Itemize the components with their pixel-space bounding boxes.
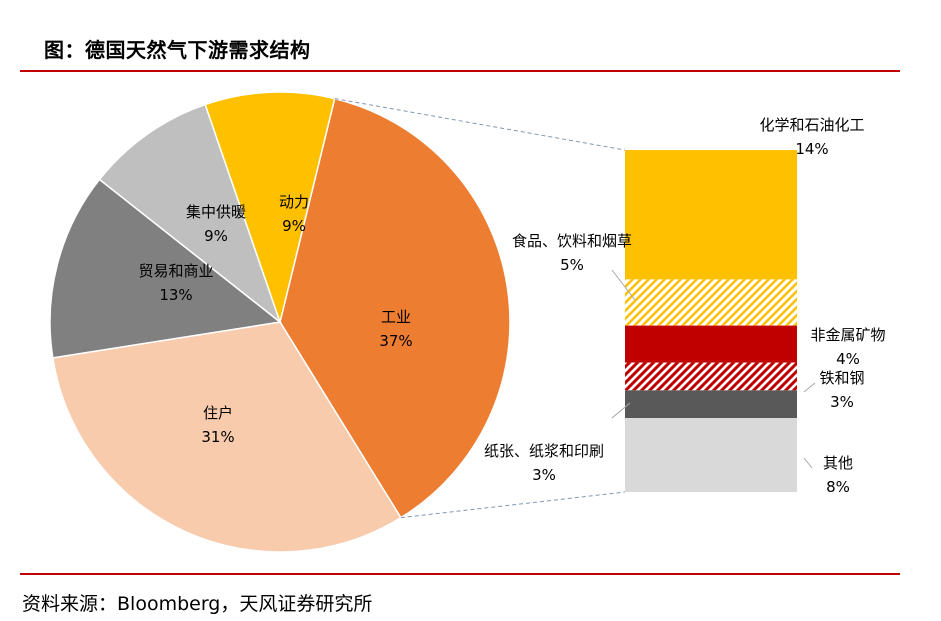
bar-label-other: 其他 8% xyxy=(823,454,853,496)
pie-label-residential: 住户 31% xyxy=(201,404,234,446)
pie-label-trade-commerce-value: 13% xyxy=(159,286,192,304)
leader-line xyxy=(611,402,631,419)
bar-label-paper-pulp-printing-value: 3% xyxy=(532,466,556,484)
bar-label-food-beverage-tobacco-value: 5% xyxy=(560,256,584,274)
bar-label-non-metallic-minerals-category: 非金属矿物 xyxy=(810,326,885,344)
pie-slice-district-heating xyxy=(98,103,282,325)
bar-label-iron-steel: 铁和钢 3% xyxy=(819,369,864,411)
leader-line xyxy=(611,269,636,301)
bar-label-chemicals: 化学和石油化工 14% xyxy=(759,116,864,158)
bar-label-paper-pulp-printing: 纸张、纸浆和印刷 3% xyxy=(484,442,604,484)
pie-label-industry: 工业 37% xyxy=(379,308,412,350)
pie-slice-residential xyxy=(51,321,402,553)
pie-label-district-heating: 集中供暖 9% xyxy=(186,203,246,245)
bar-label-food-beverage-tobacco: 食品、饮料和烟草 5% xyxy=(512,232,632,274)
leader-line xyxy=(803,382,816,393)
pie-label-residential-category: 住户 xyxy=(203,404,233,422)
pie-label-industry-category: 工业 xyxy=(381,308,411,326)
bar-label-other-category: 其他 xyxy=(823,454,853,472)
pie-slice-industry xyxy=(279,97,511,519)
bar-segment-chemicals xyxy=(625,150,797,280)
pie-label-district-heating-value: 9% xyxy=(204,227,228,245)
bar-label-non-metallic-minerals: 非金属矿物 4% xyxy=(810,326,885,368)
pie-label-trade-commerce-category: 贸易和商业 xyxy=(138,262,213,280)
bar-label-chemicals-category: 化学和石油化工 xyxy=(759,116,864,134)
pie-slice-trade-commerce xyxy=(49,178,282,359)
pie-label-power-category: 动力 xyxy=(279,193,309,211)
bar-label-chemicals-value: 14% xyxy=(795,140,828,158)
pie-label-trade-commerce: 贸易和商业 13% xyxy=(138,262,213,304)
bar-segment-other xyxy=(625,418,797,492)
pie-label-industry-value: 37% xyxy=(379,332,412,350)
source-note: 资料来源：Bloomberg，天风证券研究所 xyxy=(22,593,373,615)
pie-slice-power xyxy=(204,91,336,325)
bar-label-paper-pulp-printing-category: 纸张、纸浆和印刷 xyxy=(484,442,604,460)
bar-segment-non-metallic-minerals xyxy=(625,325,797,363)
bar-label-iron-steel-category: 铁和钢 xyxy=(819,369,864,387)
connector-line-top xyxy=(334,98,626,151)
page-title: 图：德国天然气下游需求结构 xyxy=(44,38,311,62)
bar-label-other-value: 8% xyxy=(826,478,850,496)
bar-segment-food-beverage-tobacco xyxy=(625,279,797,326)
bar-segment-iron-steel xyxy=(625,362,797,391)
pie-label-residential-value: 31% xyxy=(201,428,234,446)
pie-label-power-value: 9% xyxy=(282,217,306,235)
leader-line xyxy=(803,457,813,469)
title-rule xyxy=(20,70,900,72)
bar-label-iron-steel-value: 3% xyxy=(830,393,854,411)
pie-label-district-heating-category: 集中供暖 xyxy=(186,203,246,221)
bar-label-non-metallic-minerals-value: 4% xyxy=(836,350,860,368)
connector-line-bottom xyxy=(400,491,626,519)
bar-segment-paper-pulp-printing xyxy=(625,390,797,419)
bar-label-food-beverage-tobacco-category: 食品、饮料和烟草 xyxy=(512,232,632,250)
source-rule xyxy=(20,573,900,575)
pie-label-power: 动力 9% xyxy=(279,193,309,235)
